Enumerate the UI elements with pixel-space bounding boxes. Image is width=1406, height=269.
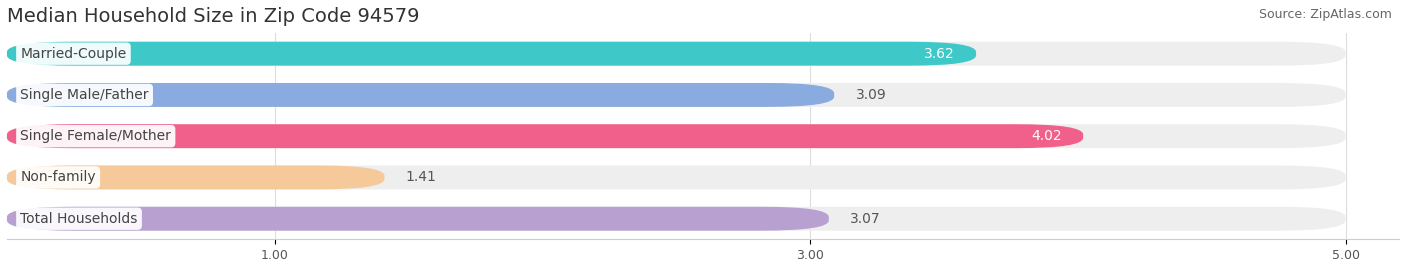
FancyBboxPatch shape [7,165,384,189]
Text: 3.62: 3.62 [924,47,955,61]
Text: 3.07: 3.07 [851,212,882,226]
Text: 3.09: 3.09 [856,88,886,102]
Text: Source: ZipAtlas.com: Source: ZipAtlas.com [1258,8,1392,21]
FancyBboxPatch shape [7,83,1346,107]
Text: Single Female/Mother: Single Female/Mother [20,129,172,143]
Text: 1.41: 1.41 [406,171,437,185]
FancyBboxPatch shape [7,207,1346,231]
FancyBboxPatch shape [7,42,976,66]
Text: Married-Couple: Married-Couple [20,47,127,61]
Text: Single Male/Father: Single Male/Father [20,88,149,102]
FancyBboxPatch shape [7,124,1083,148]
Text: Median Household Size in Zip Code 94579: Median Household Size in Zip Code 94579 [7,7,419,26]
FancyBboxPatch shape [7,124,1346,148]
FancyBboxPatch shape [7,83,834,107]
FancyBboxPatch shape [7,207,828,231]
Text: 4.02: 4.02 [1031,129,1062,143]
Text: Non-family: Non-family [20,171,96,185]
FancyBboxPatch shape [7,165,1346,189]
FancyBboxPatch shape [7,42,1346,66]
Text: Total Households: Total Households [20,212,138,226]
